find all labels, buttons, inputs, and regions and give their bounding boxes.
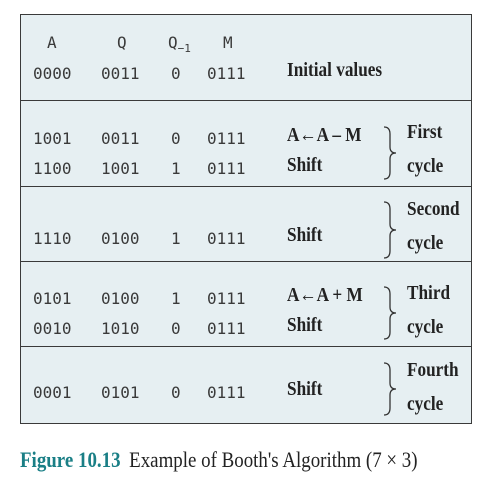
cycle-4-word: Fourth <box>407 359 459 381</box>
row-4-a: 0101 <box>33 289 72 308</box>
row-0-a: 0000 <box>33 64 72 83</box>
brace-icon <box>381 200 399 260</box>
row-6-op: Shift <box>287 378 323 400</box>
figure-label: Figure 10.13 <box>20 447 121 472</box>
brace-icon <box>381 125 399 181</box>
header-q: Q <box>117 33 127 52</box>
row-0-op: Initial values <box>287 59 383 81</box>
row-5-m: 0111 <box>207 319 246 338</box>
cycle-2-label: cycle <box>407 232 444 254</box>
brace-icon <box>381 285 399 341</box>
cycle-4-label: cycle <box>407 393 444 415</box>
row-1-op: A←A – M <box>287 124 362 146</box>
cycle-2-word: Second <box>407 198 460 220</box>
row-2-a: 1100 <box>33 159 72 178</box>
divider <box>21 186 471 187</box>
row-3-q: 0100 <box>101 229 140 248</box>
divider <box>21 100 471 101</box>
row-3-a: 1110 <box>33 229 72 248</box>
row-6-a: 0001 <box>33 383 72 402</box>
row-0-q1: 0 <box>171 64 181 83</box>
figure-caption: Figure 10.13 Example of Booth's Algorithm… <box>20 447 418 473</box>
header-a: A <box>47 33 57 52</box>
row-6-q: 0101 <box>101 383 140 402</box>
row-1-a: 1001 <box>33 129 72 148</box>
brace-icon <box>381 361 399 417</box>
row-2-q1: 1 <box>171 159 181 178</box>
row-2-m: 0111 <box>207 159 246 178</box>
row-2-q: 1001 <box>101 159 140 178</box>
row-5-q1: 0 <box>171 319 181 338</box>
row-3-m: 0111 <box>207 229 246 248</box>
row-0-q: 0011 <box>101 64 140 83</box>
row-1-q1: 0 <box>171 129 181 148</box>
row-1-m: 0111 <box>207 129 246 148</box>
figure-caption-text: Example of Booth's Algorithm (7 × 3) <box>129 447 418 472</box>
row-6-m: 0111 <box>207 383 246 402</box>
header-m: M <box>223 33 233 52</box>
cycle-3-label: cycle <box>407 316 444 338</box>
divider <box>21 261 471 262</box>
row-6-q1: 0 <box>171 383 181 402</box>
row-5-a: 0010 <box>33 319 72 338</box>
cycle-1-word: First <box>407 121 443 143</box>
row-5-op: Shift <box>287 314 323 336</box>
header-q-minus-1: Q−1 <box>168 33 191 56</box>
row-4-m: 0111 <box>207 289 246 308</box>
booth-algorithm-table: A Q Q−1 M 0000 0011 0 0111 Initial value… <box>20 14 472 424</box>
row-4-q: 0100 <box>101 289 140 308</box>
row-3-q1: 1 <box>171 229 181 248</box>
row-4-op: A←A + M <box>287 284 363 306</box>
divider <box>21 346 471 347</box>
row-5-q: 1010 <box>101 319 140 338</box>
cycle-3-word: Third <box>407 282 451 304</box>
cycle-1-label: cycle <box>407 155 444 177</box>
row-1-q: 0011 <box>101 129 140 148</box>
row-4-q1: 1 <box>171 289 181 308</box>
row-3-op: Shift <box>287 224 323 246</box>
row-2-op: Shift <box>287 154 323 176</box>
row-0-m: 0111 <box>207 64 246 83</box>
